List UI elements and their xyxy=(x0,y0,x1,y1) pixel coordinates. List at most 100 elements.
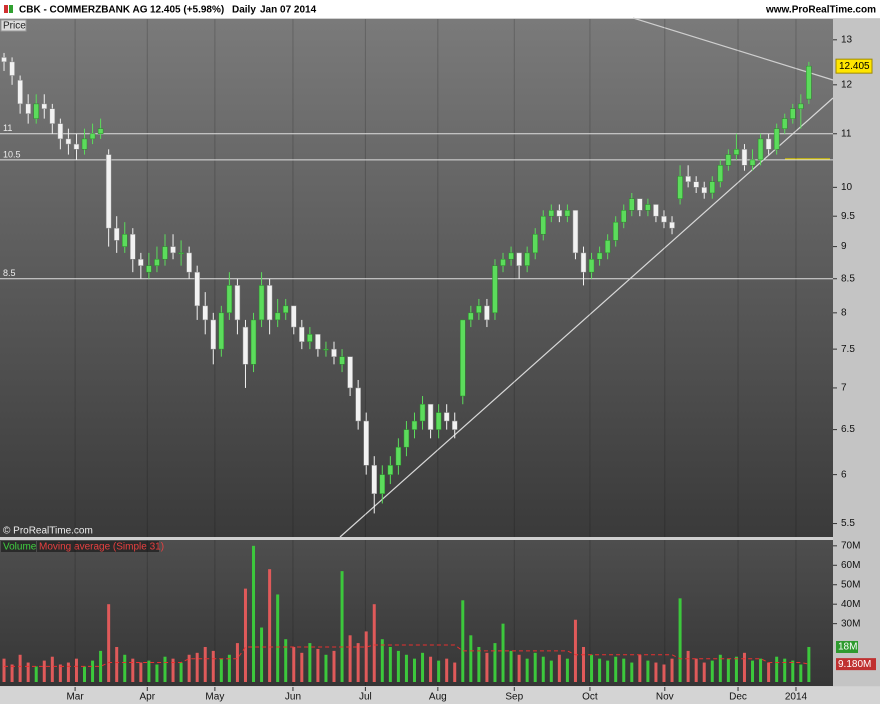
volume-bar xyxy=(614,656,618,682)
x-tick-label: Sep xyxy=(505,692,523,703)
volume-bar xyxy=(799,664,803,682)
candle-body xyxy=(492,265,498,314)
candle-body xyxy=(347,356,353,389)
candle-body xyxy=(105,154,112,229)
x-tick-label: Jul xyxy=(359,692,372,703)
candle-body xyxy=(645,204,651,211)
price-label-box xyxy=(0,19,27,32)
trendline xyxy=(632,17,834,81)
volume-bar xyxy=(203,646,207,682)
candle-body xyxy=(291,305,297,328)
candle-body xyxy=(250,319,257,365)
candle-body xyxy=(339,356,345,365)
candle-body xyxy=(556,210,563,217)
volume-bar xyxy=(364,631,368,682)
candle-body xyxy=(170,246,176,254)
right-axis xyxy=(833,19,880,686)
candle-body xyxy=(57,123,64,140)
candle-body xyxy=(725,154,732,166)
volume-bar xyxy=(276,594,280,682)
candle-body xyxy=(460,319,466,397)
volume-bar xyxy=(598,658,602,682)
volume-bar xyxy=(783,658,787,682)
y-tick-label: 5.5 xyxy=(841,518,855,529)
volume-bar xyxy=(2,658,6,682)
candle-body xyxy=(701,187,707,194)
header-title: CBK - COMMERZBANK AG xyxy=(19,5,148,16)
volume-bar xyxy=(139,662,143,682)
volume-bar xyxy=(791,660,795,682)
candle-body xyxy=(17,79,23,105)
y-tick-label: 7.5 xyxy=(841,344,855,355)
y-tick-label: 50M xyxy=(841,579,860,590)
volume-bar xyxy=(622,658,626,682)
volume-bar xyxy=(654,662,658,682)
volume-bar xyxy=(437,660,441,682)
volume-bar xyxy=(284,639,288,682)
candle-body xyxy=(669,221,675,229)
volume-bar xyxy=(179,662,183,682)
volume-bar xyxy=(123,654,127,682)
volume-bar xyxy=(34,666,38,682)
candle-body xyxy=(765,138,772,150)
volume-bar xyxy=(549,660,553,682)
candle-body xyxy=(806,65,812,100)
candle-body xyxy=(97,128,104,135)
volume-bar xyxy=(348,635,352,682)
volume-bar xyxy=(107,604,111,682)
candle-body xyxy=(154,258,160,266)
volume-bar xyxy=(155,664,159,682)
volume-bar xyxy=(300,652,304,682)
candle-body xyxy=(693,181,699,188)
y-tick-label: 10 xyxy=(841,182,853,193)
volume-bar xyxy=(252,545,256,682)
volume-bar xyxy=(10,664,14,682)
y-tick-label: 60M xyxy=(841,560,860,571)
volume-bar xyxy=(694,658,698,682)
candle-body xyxy=(476,305,482,314)
volume-bar xyxy=(751,660,755,682)
volume-bar xyxy=(726,658,730,682)
y-tick-label: 6 xyxy=(841,469,847,480)
last-price-box xyxy=(835,58,873,74)
candle-body xyxy=(620,210,627,223)
volume-bar xyxy=(74,658,78,682)
volume-bar xyxy=(767,662,771,682)
volume-bar xyxy=(469,635,473,682)
candle-body xyxy=(781,118,788,129)
candle-body xyxy=(451,420,458,430)
candle-body xyxy=(146,265,152,273)
plot: Mar Apr May Jun Jul Aug Sep Oct Nov Dec 2014 13 12 11… xyxy=(0,19,876,703)
candle-body xyxy=(266,285,273,321)
candle-body xyxy=(548,210,555,217)
volume-bar xyxy=(292,646,296,682)
volume-bar xyxy=(429,656,433,682)
volume-bar xyxy=(638,654,642,682)
volume-bar xyxy=(268,569,272,682)
volume-bar xyxy=(316,648,320,682)
y-tick-label: 40M xyxy=(841,599,860,610)
volume-bar xyxy=(380,639,384,682)
candle-body xyxy=(757,138,764,161)
volume-bar xyxy=(678,598,682,682)
candle-body xyxy=(138,258,144,266)
volume-bar xyxy=(50,656,54,682)
candle-body xyxy=(411,420,418,430)
x-tick-label: May xyxy=(205,692,224,703)
volume-bar xyxy=(26,662,30,682)
candle-body xyxy=(516,252,522,266)
volume-bar xyxy=(453,662,457,682)
volume-bar xyxy=(332,650,336,682)
candle-body xyxy=(580,252,587,273)
volume-bar xyxy=(461,600,465,682)
candle-body xyxy=(564,210,571,217)
candle-body xyxy=(371,465,377,494)
volume-bar xyxy=(509,650,513,682)
header-source: www.ProRealTime.com xyxy=(765,5,876,16)
candle-body xyxy=(540,215,547,235)
candle-body xyxy=(612,221,619,241)
candle-body xyxy=(73,143,80,150)
price-pane xyxy=(0,19,833,537)
candle-body xyxy=(315,334,321,350)
volume-bar xyxy=(147,660,151,682)
